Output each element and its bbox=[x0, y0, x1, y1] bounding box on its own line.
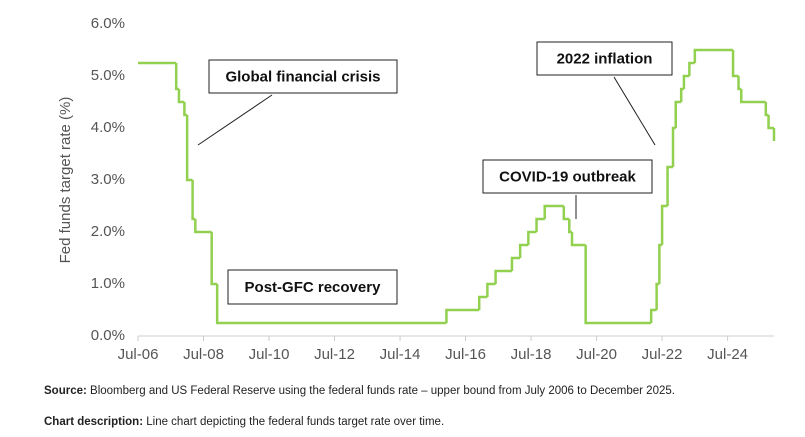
rate-step bbox=[486, 282, 496, 297]
rate-step bbox=[518, 243, 529, 258]
annotation-box bbox=[208, 59, 398, 94]
rate-step bbox=[660, 204, 668, 245]
rate-step bbox=[767, 115, 774, 130]
description-note: Chart description: Line chart depicting … bbox=[44, 416, 444, 428]
note-label: Chart description: bbox=[44, 416, 143, 428]
rate-step bbox=[174, 63, 179, 91]
note-text: Bloomberg and US Federal Reserve using t… bbox=[90, 385, 675, 397]
rate-step bbox=[649, 308, 657, 323]
rate-step bbox=[671, 126, 676, 167]
leader-line bbox=[613, 76, 656, 146]
x-tick-label: Jul-08 bbox=[183, 346, 224, 363]
annotation-text: Global financial crisis bbox=[225, 68, 380, 85]
rate-step bbox=[568, 219, 573, 234]
annotation-text: COVID-19 outbreak bbox=[499, 168, 636, 185]
rate-step bbox=[510, 256, 521, 271]
rate-step bbox=[215, 284, 447, 325]
y-tick-label: 3.0% bbox=[91, 171, 125, 188]
x-tick-label: Jul-10 bbox=[249, 346, 290, 363]
annotation-box bbox=[536, 41, 673, 76]
x-tick-label: Jul-06 bbox=[118, 346, 159, 363]
y-axis-label: Fed funds target rate (%) bbox=[57, 97, 74, 264]
rate-step bbox=[679, 87, 684, 102]
x-tick-label: Jul-22 bbox=[642, 346, 683, 363]
rate-step bbox=[194, 219, 212, 234]
rate-step bbox=[177, 89, 185, 104]
rate-step bbox=[739, 89, 766, 104]
x-tick-label: Jul-18 bbox=[511, 346, 552, 363]
x-tick-label: Jul-12 bbox=[314, 346, 355, 363]
rate-step bbox=[658, 243, 663, 284]
y-tick-label: 2.0% bbox=[91, 223, 125, 240]
rate-step bbox=[682, 74, 690, 89]
y-tick-label: 4.0% bbox=[91, 119, 125, 136]
annotation-text: Post-GFC recovery bbox=[245, 279, 382, 296]
y-tick-label: 6.0% bbox=[91, 15, 125, 32]
rate-step bbox=[674, 100, 682, 128]
rate-step bbox=[185, 115, 193, 182]
x-tick-label: Jul-20 bbox=[576, 346, 617, 363]
y-tick-label: 0.0% bbox=[91, 327, 125, 344]
rate-step bbox=[688, 61, 695, 76]
rate-step bbox=[494, 269, 512, 284]
rate-step bbox=[666, 165, 674, 206]
rate-step bbox=[543, 204, 564, 219]
rate-step bbox=[210, 232, 218, 286]
source-note: Source: Bloomberg and US Federal Reserve… bbox=[44, 385, 675, 397]
rate-step bbox=[570, 232, 586, 247]
rate-step bbox=[731, 50, 739, 78]
x-tick-label: Jul-16 bbox=[445, 346, 486, 363]
rate-step bbox=[477, 295, 488, 310]
note-text: Line chart depicting the federal funds t… bbox=[146, 416, 444, 428]
x-tick-label: Jul-24 bbox=[707, 346, 748, 363]
rate-step bbox=[445, 308, 480, 323]
rate-step bbox=[655, 282, 660, 310]
rate-step bbox=[527, 230, 537, 245]
annotation-text: 2022 inflation bbox=[557, 50, 653, 67]
rate-step bbox=[764, 102, 769, 117]
x-tick-label: Jul-14 bbox=[380, 346, 421, 363]
annotation-box bbox=[227, 269, 398, 305]
rate-step bbox=[191, 180, 196, 221]
rate-step bbox=[737, 76, 742, 91]
rate-step bbox=[693, 48, 734, 63]
rate-step bbox=[562, 206, 570, 221]
rate-step bbox=[584, 245, 652, 325]
y-tick-label: 1.0% bbox=[91, 275, 125, 292]
note-label: Source: bbox=[44, 385, 87, 397]
annotation-box bbox=[482, 159, 653, 194]
rate-step bbox=[535, 217, 545, 232]
rate-step bbox=[183, 102, 188, 117]
y-tick-label: 5.0% bbox=[91, 67, 125, 84]
leader-line bbox=[197, 94, 273, 146]
